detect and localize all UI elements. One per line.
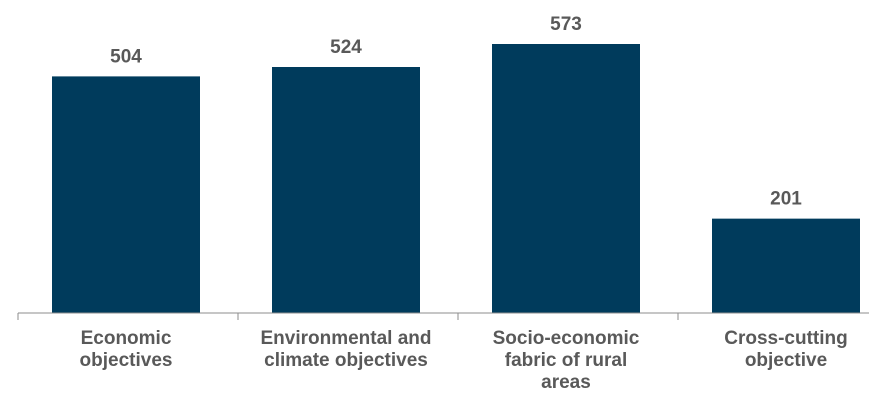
bar [712, 218, 860, 313]
x-tick-label-line: Environmental and [260, 328, 431, 349]
x-tick-label-line: climate objectives [264, 350, 428, 371]
x-tick-label: Environmental and climate objectives [260, 328, 431, 371]
data-label: 504 [110, 46, 142, 67]
x-axis [17, 312, 869, 320]
x-tick-label-line: Socio-economic [493, 328, 640, 349]
data-label: 573 [550, 14, 582, 35]
x-tick-label-line: fabric of rural [505, 350, 627, 371]
bar [272, 67, 420, 314]
value-labels-group: 504 524 573 201 [110, 14, 802, 210]
x-tick-label: Socio-economic fabric of rural areas [493, 328, 640, 393]
x-tick-label: Economic objectives [80, 328, 173, 371]
x-tick-label-line: areas [541, 372, 591, 393]
x-tick-label-line: Cross-cutting [724, 328, 848, 349]
data-label: 201 [770, 189, 802, 210]
bars-group [52, 44, 860, 314]
x-tick-label-line: objective [745, 350, 827, 371]
x-tick-label-line: objectives [80, 350, 173, 371]
category-labels-group: Economic objectives Environmental and clima… [80, 328, 848, 393]
x-tick-label: Cross-cutting objective [724, 328, 848, 371]
x-tick-label-line: Economic [81, 328, 172, 349]
bar [492, 44, 640, 313]
bar [52, 76, 200, 313]
data-label: 524 [330, 37, 362, 58]
